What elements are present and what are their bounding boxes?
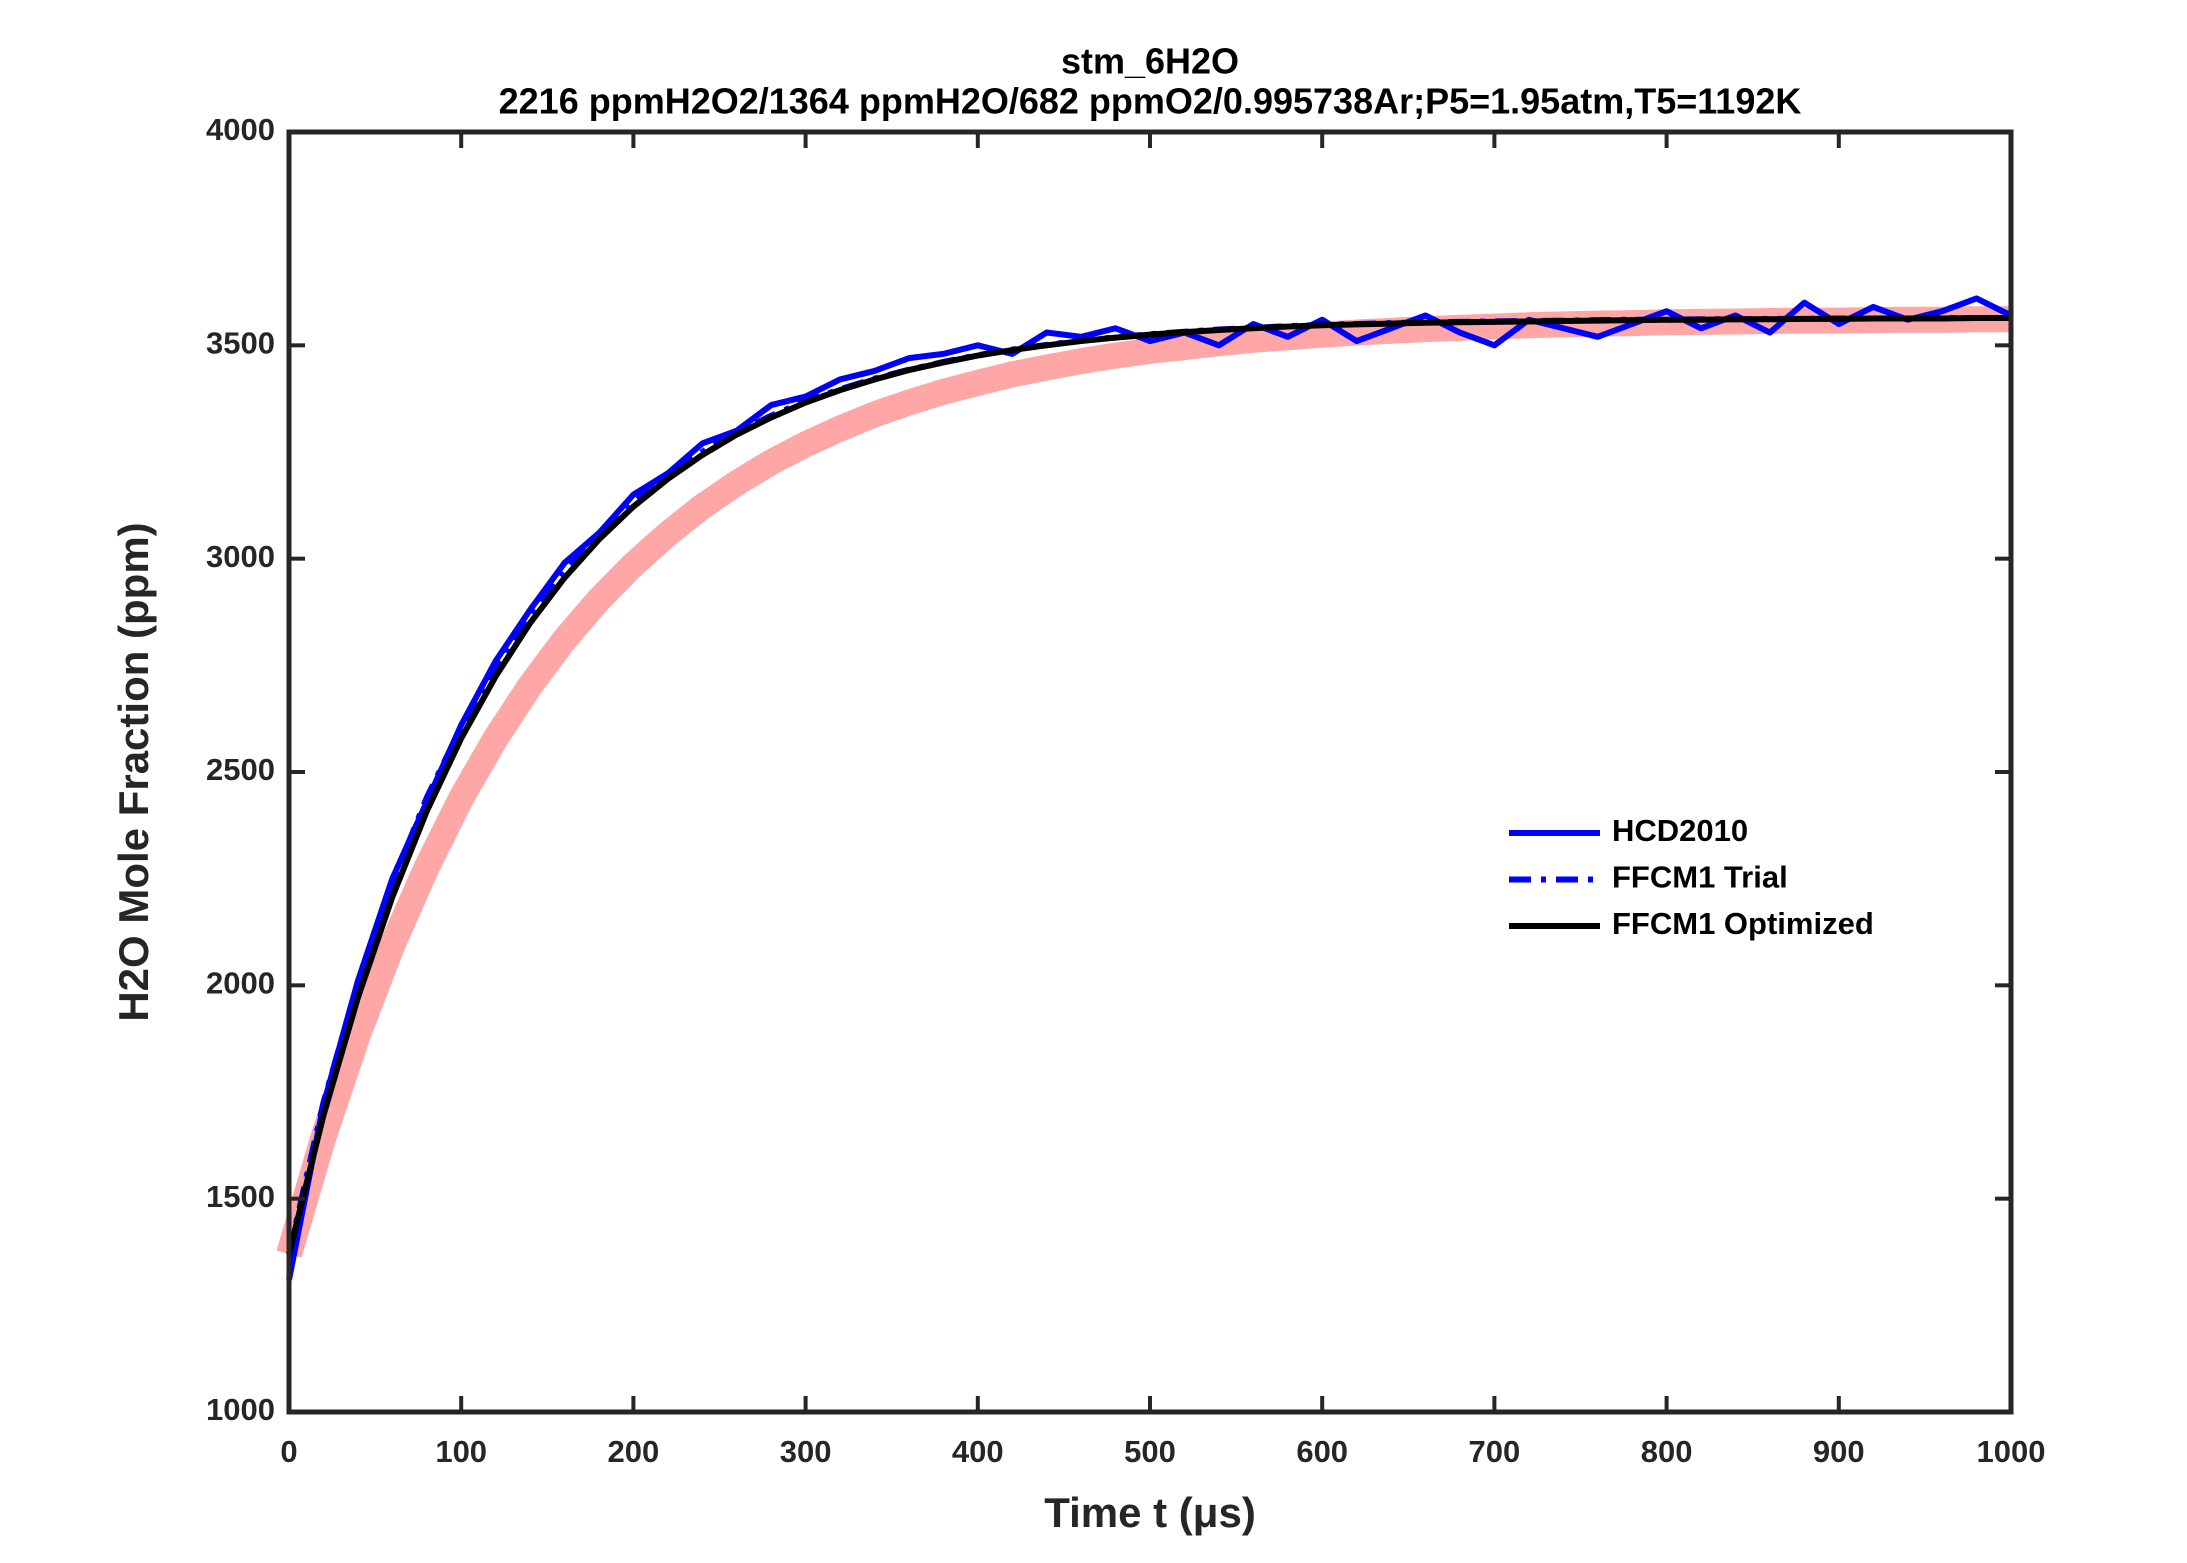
y-tick-label: 1500 [206,1179,275,1214]
chart-subtitle: 2216 ppmH2O2/1364 ppmH2O/682 ppmO2/0.995… [499,81,1802,122]
x-tick-label: 1000 [1977,1434,2046,1469]
x-tick-label: 200 [608,1434,660,1469]
x-tick-label: 100 [435,1434,487,1469]
legend-label: HCD2010 [1612,813,1748,848]
y-tick-label: 3000 [206,539,275,574]
x-tick-label: 600 [1296,1434,1348,1469]
y-axis-label: H2O Mole Fraction (ppm) [110,522,157,1021]
y-tick-label: 2500 [206,752,275,787]
x-tick-label: 400 [952,1434,1004,1469]
y-tick-label: 4000 [206,112,275,147]
y-tick-label: 1000 [206,1392,275,1427]
y-tick-label: 2000 [206,966,275,1001]
x-tick-label: 500 [1124,1434,1176,1469]
x-tick-label: 700 [1469,1434,1521,1469]
legend-label: FFCM1 Trial [1612,860,1788,895]
chart-title: stm_6H2O [1061,41,1239,82]
x-axis-label: Time t (μs) [1044,1489,1256,1536]
x-tick-label: 900 [1813,1434,1865,1469]
legend-label: FFCM1 Optimized [1612,906,1874,941]
x-tick-label: 300 [780,1434,832,1469]
x-tick-label: 0 [280,1434,297,1469]
x-tick-label: 800 [1641,1434,1693,1469]
series-line [286,315,2011,1255]
y-tick-label: 3500 [206,326,275,361]
series-line [286,315,2011,1255]
